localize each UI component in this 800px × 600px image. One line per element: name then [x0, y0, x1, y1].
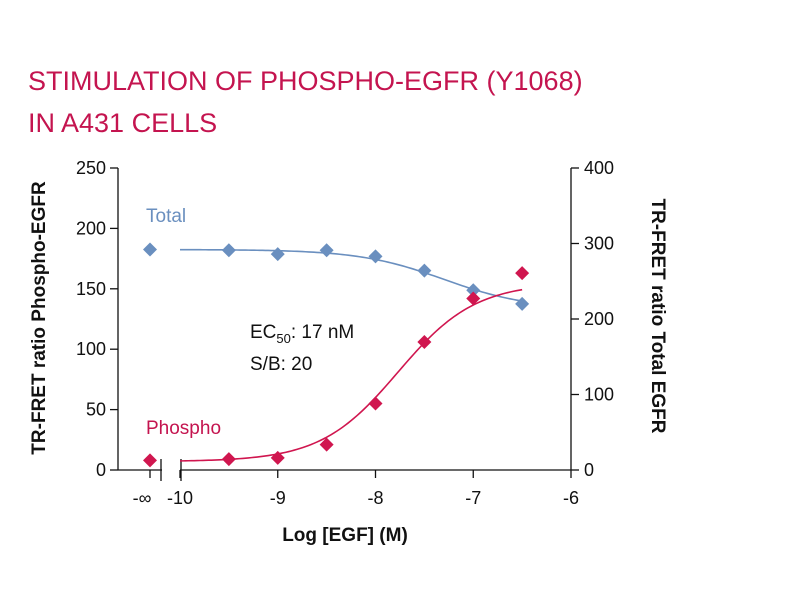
fit-curves [179, 248, 523, 462]
total-point-1 [270, 247, 285, 262]
y-left-tick-label-1: 50 [86, 400, 106, 420]
y-left-tick-label-2: 100 [76, 339, 106, 359]
chart-title-line-1: STIMULATION OF PHOSPHO-EGFR (Y1068) [28, 66, 583, 96]
y-right-tick-label-4: 400 [584, 158, 614, 178]
phospho-point-2 [319, 437, 334, 452]
chart-title-line-2: IN A431 CELLS [28, 108, 217, 138]
phospho-point-3 [368, 396, 383, 411]
y-right-tick-label-3: 300 [584, 234, 614, 254]
y-left-axis-title: TR-FRET ratio Phospho-EGFR [29, 181, 50, 455]
x-tick-label-5: -6 [563, 488, 579, 508]
phospho-point-5 [466, 291, 481, 306]
ec50-annotation: EC50: 17 nM [250, 322, 354, 346]
series-label-phospho: Phospho [146, 418, 221, 439]
total-point-baseline [143, 242, 157, 257]
y-right-tick-label-0: 0 [584, 460, 594, 480]
total-point-5 [466, 283, 481, 298]
y-left-tick-label-4: 200 [76, 218, 106, 238]
y-right-tick-label-1: 100 [584, 385, 614, 405]
y-left-tick-label-0: 0 [96, 460, 106, 480]
phospho-point-6 [515, 266, 530, 281]
phospho-point-baseline [143, 453, 157, 468]
phospho-point-0 [221, 452, 236, 467]
phospho-point-1 [270, 450, 285, 465]
x-tick-label-1: -10 [167, 488, 193, 508]
x-tick-label-3: -8 [367, 488, 383, 508]
phospho-point-4 [417, 334, 432, 349]
series-label-total: Total [146, 206, 186, 227]
data-points [143, 242, 530, 468]
sb-annotation: S/B: 20 [250, 354, 312, 375]
total-point-6 [515, 296, 530, 311]
y-left-tick-label-5: 250 [76, 158, 106, 178]
y-right-tick-label-2: 200 [584, 309, 614, 329]
ticks: 0 50 100 150 200 250 0 100 200 300 400 -∞ -10 -9 -8 -7 -… [76, 158, 614, 508]
y-right-axis-title: TR-FRET ratio Total EGFR [647, 198, 668, 433]
total-point-4 [417, 263, 432, 278]
fit-curve-phospho [179, 288, 523, 462]
x-tick-label-2: -9 [270, 488, 286, 508]
total-point-2 [319, 243, 334, 258]
x-tick-label-4: -7 [465, 488, 481, 508]
y-left-tick-label-3: 150 [76, 279, 106, 299]
fit-curve-total [179, 248, 523, 302]
x-tick-label-0: -∞ [133, 488, 152, 508]
total-point-3 [368, 249, 383, 264]
x-axis-title: Log [EGF] (M) [282, 525, 408, 546]
total-point-0 [221, 243, 236, 258]
